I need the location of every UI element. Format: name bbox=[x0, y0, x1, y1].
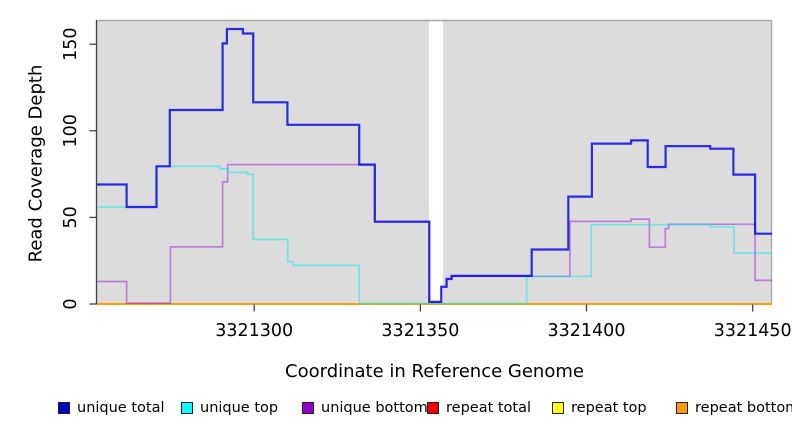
x-axis-title: Coordinate in Reference Genome bbox=[285, 361, 584, 382]
y-tick-label-100: 100 bbox=[61, 114, 81, 147]
y-axis-title: Read Coverage Depth bbox=[25, 64, 47, 263]
x-tick-label-3321350: 3321350 bbox=[381, 321, 459, 341]
x-tick-label-3321400: 3321400 bbox=[548, 321, 626, 341]
y-tick-label-0: 0 bbox=[61, 298, 81, 309]
series-line-unique-total bbox=[97, 27, 772, 303]
y-tick-label-150: 150 bbox=[61, 27, 81, 60]
no-data-gap bbox=[429, 20, 443, 304]
y-tick-label-50: 50 bbox=[61, 206, 81, 228]
x-tick-label-3321450: 3321450 bbox=[714, 321, 792, 341]
series-line-unique-top bbox=[97, 165, 772, 305]
x-tick-label-3321300: 3321300 bbox=[215, 321, 293, 341]
